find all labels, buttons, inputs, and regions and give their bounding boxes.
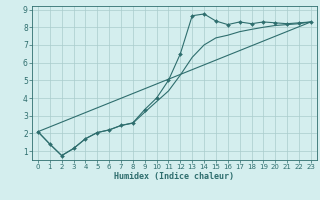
X-axis label: Humidex (Indice chaleur): Humidex (Indice chaleur) xyxy=(115,172,234,181)
